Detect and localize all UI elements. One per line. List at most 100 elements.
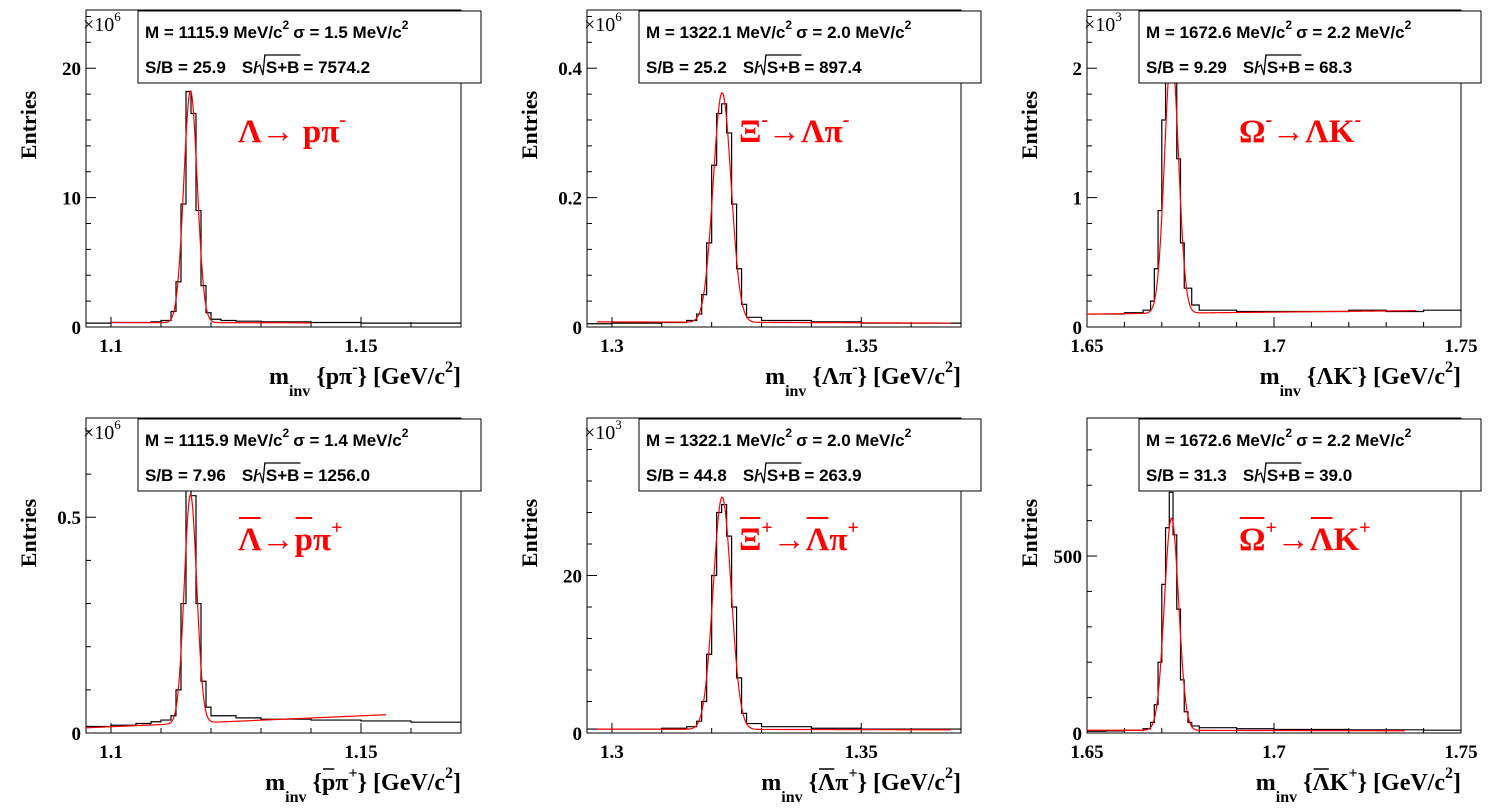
panel-top-middle: 1.3 1.35 0 0.2 0.4 Entries ×106 M = 1322.1 MeV/… xyxy=(517,9,982,400)
decay-text: π xyxy=(829,522,847,558)
x-axis-label: minv {pπ+} [GeV/c2] xyxy=(265,765,461,806)
stats-sigma-exp: 2 xyxy=(1405,18,1412,32)
y-axis-label: Entries xyxy=(517,498,542,567)
x-label-main: m xyxy=(265,770,285,796)
decay-text: Λ xyxy=(238,522,262,558)
decay-label: Λ→pπ+ xyxy=(238,517,343,558)
histogram-series xyxy=(86,482,461,728)
x-label-unit-close: ] xyxy=(453,770,461,796)
stats-sigma: σ = 1.4 MeV/c xyxy=(293,431,402,450)
stats-sig-value: = 897.4 xyxy=(804,58,862,77)
x-label-sub: inv xyxy=(781,789,802,806)
decay-text: Ξ xyxy=(739,114,761,150)
stats-sig-arg: S+B xyxy=(767,466,801,485)
x-label-unit: [GeV/c xyxy=(873,364,945,390)
stats-mass-exp: 2 xyxy=(785,426,792,440)
stats-sig-value: = 263.9 xyxy=(804,466,861,485)
axis-multiplier: ×103 xyxy=(1084,9,1122,36)
stats-significance: S/B = 25.2 S/S+B = 897.4 xyxy=(646,58,862,77)
x-label-close: } xyxy=(1358,364,1367,390)
axis-multiplier: ×103 xyxy=(584,417,622,444)
multiplier-exponent: 3 xyxy=(1115,9,1122,24)
sqrt-symbol xyxy=(1257,54,1302,76)
x-label-particles: {Λπ xyxy=(809,770,849,796)
decay-label: Λ→ pπ- xyxy=(238,109,346,150)
stats-s-over-b: S/B = 9.29 xyxy=(1146,58,1227,77)
x-tick-label: 1.15 xyxy=(344,336,377,357)
stats-sigma-exp: 2 xyxy=(905,426,912,440)
stats-significance: S/B = 25.9 S/S+B = 7574.2 xyxy=(145,58,370,77)
stats-sig-arg: S+B xyxy=(266,58,300,77)
x-label-sub: inv xyxy=(785,383,806,400)
x-label-unit: [GeV/c xyxy=(373,770,445,796)
decay-text: → xyxy=(262,522,295,558)
stats-sigma-exp: 2 xyxy=(402,426,409,440)
y-tick-label: 20 xyxy=(563,567,582,588)
decay-superscript: + xyxy=(848,517,859,539)
x-tick-label: 1.35 xyxy=(845,336,878,357)
stats-sigma: σ = 2.0 MeV/c xyxy=(796,431,905,450)
multiplier-exponent: 6 xyxy=(114,9,121,24)
x-tick-label: 1.7 xyxy=(1262,742,1286,763)
stats-sig-prefix: S/ xyxy=(1243,466,1259,485)
decay-text: Ω xyxy=(1239,114,1265,150)
y-tick-label: 500 xyxy=(1054,547,1083,568)
x-label-unit: [GeV/c xyxy=(1373,770,1445,796)
multiplier-base: ×10 xyxy=(584,422,615,444)
y-tick-label: 0.2 xyxy=(558,189,582,210)
stats-sigma: σ = 2.0 MeV/c xyxy=(796,23,905,42)
stats-sig-arg: S+B xyxy=(1267,466,1301,485)
sqrt-symbol xyxy=(256,462,301,484)
y-tick-label: 0 xyxy=(72,318,82,339)
stats-mass-sigma: M = 1672.6 MeV/c2 σ = 2.2 MeV/c2 xyxy=(1146,18,1412,42)
x-tick-label: 1.35 xyxy=(845,742,878,763)
stats-box xyxy=(1138,10,1482,84)
y-tick-label: 10 xyxy=(62,189,81,210)
y-tick-label: 0.4 xyxy=(558,59,582,80)
y-tick-label: 0 xyxy=(1073,318,1083,339)
multiplier-exponent: 6 xyxy=(114,417,121,432)
x-label-main: m xyxy=(765,364,785,390)
x-label-particles: {ΛK xyxy=(1303,770,1349,796)
decay-superscript: + xyxy=(331,517,342,539)
x-label-close: } xyxy=(858,770,867,796)
x-label-unit-sup: 2 xyxy=(945,765,953,782)
x-label-unit-sup: 2 xyxy=(1445,765,1453,782)
stats-mass: M = 1115.9 MeV/c xyxy=(145,431,283,450)
stats-mass: M = 1115.9 MeV/c xyxy=(145,23,283,42)
stats-mass: M = 1322.1 MeV/c xyxy=(646,431,785,450)
plot-frame xyxy=(85,417,462,734)
histogram-series xyxy=(587,504,961,730)
x-label-unit-sup: 2 xyxy=(1445,359,1453,376)
y-tick-label: 20 xyxy=(62,59,81,80)
x-axis-label: minv {ΛK+} [GeV/c2] xyxy=(1256,765,1461,806)
stats-sig-prefix: S/ xyxy=(743,58,759,77)
decay-label: Ξ-→Λπ- xyxy=(739,109,849,150)
x-label-main: m xyxy=(269,364,289,390)
stats-box xyxy=(638,418,982,492)
stats-mass: M = 1672.6 MeV/c xyxy=(1146,431,1285,450)
x-label-particles: {pπ xyxy=(312,770,348,796)
x-label-sup: + xyxy=(348,765,357,782)
x-axis-label: minv {Λπ+} [GeV/c2] xyxy=(761,765,961,806)
stats-sigma-exp: 2 xyxy=(402,18,409,32)
stats-sig-arg: S+B xyxy=(767,58,801,77)
stats-sig-prefix: S/ xyxy=(1243,58,1259,77)
stats-s-over-b: S/B = 31.3 xyxy=(1146,466,1227,485)
stats-significance: S/B = 44.8 S/S+B = 263.9 xyxy=(646,466,862,485)
x-tick-label: 1.1 xyxy=(99,742,123,763)
x-label-close: } xyxy=(358,364,367,390)
stats-mass: M = 1672.6 MeV/c xyxy=(1146,23,1285,42)
decay-text: K xyxy=(1334,522,1360,558)
multiplier-exponent: 6 xyxy=(615,9,622,24)
x-label-particles: {pπ xyxy=(316,364,352,390)
x-tick-label: 1.7 xyxy=(1262,336,1286,357)
x-tick-label: 1.75 xyxy=(1444,742,1477,763)
decay-text: p xyxy=(295,522,313,558)
x-label-sub: inv xyxy=(1280,383,1301,400)
stats-sigma-exp: 2 xyxy=(1405,426,1412,440)
stats-mass-sigma: M = 1322.1 MeV/c2 σ = 2.0 MeV/c2 xyxy=(646,426,912,450)
